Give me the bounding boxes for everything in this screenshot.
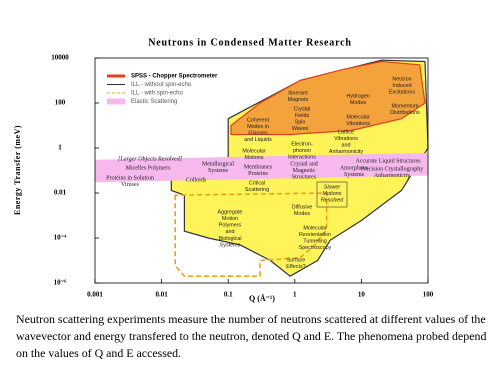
annotation: Spin bbox=[295, 119, 306, 125]
annotation: Colloids bbox=[186, 177, 207, 183]
annotation: Modes bbox=[350, 100, 366, 106]
annotation: Hydrogen bbox=[346, 93, 369, 99]
annotation: Structures bbox=[292, 175, 317, 181]
annotation: Spectroscopy bbox=[299, 245, 332, 251]
y-tick-label: 100 bbox=[55, 99, 66, 107]
annotation: Electron- bbox=[291, 141, 313, 147]
annotation: Motions bbox=[323, 191, 342, 197]
x-tick-label: 0.01 bbox=[155, 291, 168, 299]
annotation: Polymers bbox=[219, 223, 242, 229]
annotation: Effects? bbox=[286, 264, 305, 270]
annotation: Surface bbox=[287, 257, 306, 263]
legend-swatch bbox=[107, 98, 125, 105]
legend-label: ILL - without spin-echo bbox=[131, 82, 192, 88]
legend-label: Elastic Scattering bbox=[131, 99, 177, 105]
annotation: Induced bbox=[392, 83, 411, 89]
annotation: Glasses bbox=[248, 131, 268, 137]
annotation: Membranes bbox=[244, 164, 273, 170]
x-axis-label: Q (Å⁻¹) bbox=[249, 294, 275, 303]
region bbox=[174, 192, 328, 277]
annotation: Systems bbox=[344, 172, 365, 178]
annotation: Systems bbox=[220, 242, 241, 248]
chart: Neutrons in Condensed Matter Research Q … bbox=[13, 37, 434, 303]
annotation: Metallurgical bbox=[202, 161, 235, 167]
chart-title: Neutrons in Condensed Matter Research bbox=[148, 37, 351, 48]
annotation: phonon bbox=[293, 148, 311, 154]
legend-label: ILL - with spin-echo bbox=[131, 91, 183, 97]
y-tick-label: 10000 bbox=[51, 54, 69, 62]
annotation: Aggregate bbox=[218, 209, 243, 215]
annotation: Viruses bbox=[121, 182, 140, 188]
x-tick-label: 0.1 bbox=[224, 291, 233, 299]
annotation: Modes in bbox=[247, 124, 269, 130]
annotation: Anharmonicity bbox=[374, 173, 410, 179]
y-tick-label: 10⁻⁴ bbox=[54, 234, 68, 242]
annotation: Molecular bbox=[242, 148, 266, 154]
annotation: Proteins in Solution bbox=[106, 175, 154, 181]
annotation-box bbox=[316, 181, 348, 208]
annotation: Crystal bbox=[294, 106, 311, 112]
annotation: Fields bbox=[295, 113, 310, 119]
annotation: Interactions bbox=[288, 155, 316, 161]
annotation: Coherent bbox=[247, 117, 270, 123]
annotation: and bbox=[226, 229, 235, 235]
annotation: Waves bbox=[292, 126, 309, 132]
annotation: Magnets bbox=[288, 97, 309, 103]
annotation: Critical bbox=[249, 180, 265, 186]
annotation: Motions bbox=[245, 155, 264, 161]
annotation: Distributions bbox=[390, 110, 420, 116]
annotation: Motion bbox=[222, 216, 238, 222]
annotation: Vibrations bbox=[334, 136, 358, 142]
x-tick-label: 0.001 bbox=[87, 291, 103, 299]
annotation: Diffusive bbox=[292, 204, 313, 210]
annotation: Slower bbox=[324, 184, 341, 190]
annotation: [Larger Objects Resolved] bbox=[118, 156, 183, 162]
annotation: Reorientation bbox=[299, 232, 331, 238]
annotation: Resolved bbox=[321, 198, 344, 204]
annotation: Excitations bbox=[389, 90, 415, 96]
annotation: Biological bbox=[218, 236, 241, 242]
annotation: and Liquids bbox=[244, 137, 272, 143]
annotation: Vibrations bbox=[346, 121, 370, 127]
y-tick-label: 0.01 bbox=[54, 189, 67, 197]
annotation: Magnetic bbox=[293, 168, 316, 174]
annotation: Itinerant bbox=[288, 90, 308, 96]
y-axis-label: Energy Transfer (meV) bbox=[13, 125, 22, 215]
annotation: Molecular bbox=[303, 225, 327, 231]
region bbox=[95, 153, 428, 183]
x-tick-label: 1 bbox=[293, 291, 297, 299]
x-tick-label: 10 bbox=[358, 291, 366, 299]
annotation: Crystal and bbox=[290, 161, 318, 167]
region bbox=[230, 60, 426, 136]
annotation: Precision Crystallography bbox=[361, 166, 424, 172]
annotation: Tunneling bbox=[303, 239, 326, 245]
y-tick-label: 1 bbox=[58, 144, 62, 152]
annotation: Micelles Polymers bbox=[126, 165, 171, 171]
annotation: Lattice bbox=[338, 129, 354, 135]
annotation: Anharmonicity bbox=[329, 149, 363, 155]
annotation: Momentum bbox=[392, 103, 419, 109]
legend-label: SPSS - Chopper Spectrometer bbox=[131, 74, 218, 80]
annotation: Accurate Liquid Structures bbox=[356, 158, 422, 164]
x-tick-label: 100 bbox=[423, 291, 434, 299]
annotation: and bbox=[342, 143, 351, 149]
plot-frame bbox=[94, 57, 429, 284]
annotation: Systems bbox=[208, 168, 229, 174]
caption: Neutron scattering experiments measure t… bbox=[16, 312, 487, 360]
y-tick-label: 10⁻⁶ bbox=[54, 279, 67, 287]
annotation: Amorphous bbox=[340, 165, 369, 171]
annotation: Neutron bbox=[392, 76, 411, 82]
annotation: Proteins bbox=[248, 171, 268, 177]
annotation: Molecular bbox=[346, 114, 370, 120]
annotation: Modes bbox=[294, 211, 310, 217]
annotation: Scattering bbox=[245, 187, 269, 193]
